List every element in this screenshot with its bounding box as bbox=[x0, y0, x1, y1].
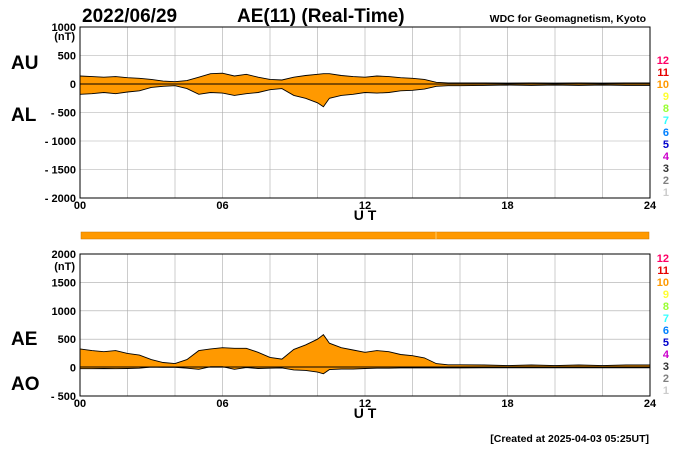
series-label-al: AL bbox=[11, 105, 37, 126]
station-count-label: 6 bbox=[663, 325, 669, 337]
y-tick-label: 0 bbox=[70, 363, 76, 375]
y-tick-label: - 1500 bbox=[45, 165, 76, 177]
station-count-label: 8 bbox=[663, 301, 669, 313]
station-count-label: 1 bbox=[663, 385, 669, 397]
x-tick-label: 18 bbox=[501, 200, 513, 212]
chart-title: AE(11) (Real-Time) bbox=[237, 6, 405, 27]
station-count-label: 3 bbox=[663, 163, 669, 175]
station-count-label: 5 bbox=[663, 139, 669, 151]
y-tick-label: - 500 bbox=[51, 108, 76, 120]
y-tick-label: 0 bbox=[70, 79, 76, 91]
station-count-label: 3 bbox=[663, 361, 669, 373]
station-count-label: 12 bbox=[657, 55, 669, 67]
data-availability-bar bbox=[80, 231, 650, 240]
x-tick-label: 06 bbox=[216, 398, 228, 410]
series-label-ae: AE bbox=[11, 329, 37, 350]
station-count-label: 4 bbox=[663, 151, 670, 163]
x-tick-label: 24 bbox=[644, 200, 657, 212]
series-line-al bbox=[79, 84, 650, 108]
x-axis-label-top: U T bbox=[354, 207, 377, 223]
y-tick-label: - 2000 bbox=[45, 193, 76, 205]
band-fill bbox=[80, 73, 650, 107]
station-count-label: 12 bbox=[657, 253, 669, 265]
band-fill bbox=[80, 334, 650, 374]
y-tick-label: 500 bbox=[58, 51, 76, 63]
plot-frame bbox=[79, 26, 651, 199]
y-tick-label: 1500 bbox=[52, 277, 76, 289]
station-count-label: 11 bbox=[657, 265, 669, 277]
x-tick-label: 12 bbox=[359, 200, 371, 212]
y-tick-label: - 500 bbox=[51, 391, 76, 403]
station-count-label: 11 bbox=[657, 67, 669, 79]
station-count-label: 9 bbox=[663, 289, 669, 301]
y-tick-label: 500 bbox=[58, 334, 76, 346]
plot-frame bbox=[79, 253, 651, 397]
station-count-label: 1 bbox=[663, 187, 669, 199]
station-count-label: 2 bbox=[663, 373, 669, 385]
station-count-label: 9 bbox=[663, 91, 669, 103]
x-tick-label: 12 bbox=[359, 398, 371, 410]
x-tick-label: 00 bbox=[74, 200, 86, 212]
series-line-au bbox=[79, 72, 650, 84]
station-count-label: 2 bbox=[663, 175, 669, 187]
y-tick-label: - 1000 bbox=[45, 136, 76, 148]
series-line-ae bbox=[79, 334, 650, 367]
station-count-label: 5 bbox=[663, 337, 669, 349]
x-tick-label: 00 bbox=[74, 398, 86, 410]
station-count-label: 8 bbox=[663, 103, 669, 115]
x-axis-label-bottom: U T bbox=[354, 405, 377, 421]
station-count-label: 10 bbox=[657, 79, 669, 91]
y-tick-label: 1000 bbox=[52, 22, 76, 34]
station-count-label: 4 bbox=[663, 349, 670, 361]
station-count-label: 6 bbox=[663, 127, 669, 139]
x-tick-label: 06 bbox=[216, 200, 228, 212]
creation-timestamp: [Created at 2025-04-03 05:25UT] bbox=[490, 433, 649, 445]
date-label: 2022/06/29 bbox=[82, 6, 177, 27]
station-count-label: 10 bbox=[657, 277, 669, 289]
x-tick-label: 18 bbox=[501, 398, 513, 410]
unit-label-top: (nT) bbox=[54, 31, 75, 43]
station-count-label: 7 bbox=[663, 313, 669, 325]
unit-label-bottom: (nT) bbox=[54, 261, 75, 273]
x-tick-label: 24 bbox=[644, 398, 657, 410]
series-label-au: AU bbox=[11, 53, 38, 74]
y-tick-label: 1000 bbox=[52, 306, 76, 318]
station-count-label: 7 bbox=[663, 115, 669, 127]
series-label-ao: AO bbox=[11, 374, 40, 395]
organization-label: WDC for Geomagnetism, Kyoto bbox=[490, 13, 646, 25]
y-tick-label: 2000 bbox=[52, 249, 76, 261]
